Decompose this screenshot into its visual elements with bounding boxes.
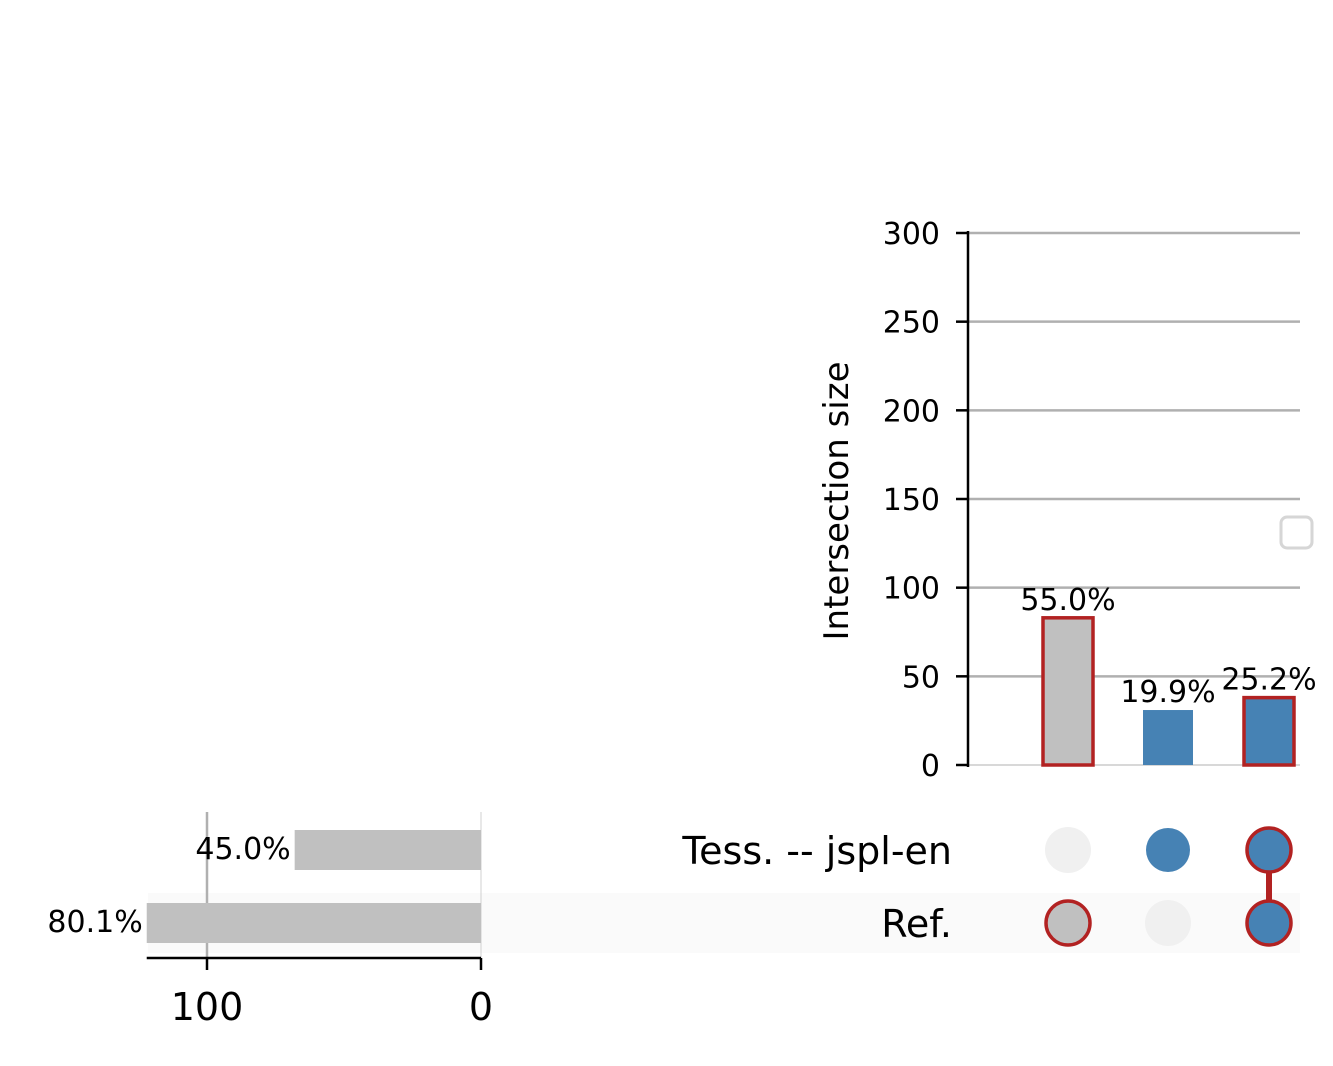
x-tick-label: 100 xyxy=(171,985,244,1029)
intersection-bar xyxy=(1041,616,1095,767)
intersection-bar-labels: 55.0% 19.9% 25.2% xyxy=(1020,583,1316,710)
intersection-bar-label: 55.0% xyxy=(1020,583,1115,618)
matrix-dot-active xyxy=(1146,828,1190,872)
y-tick-label: 300 xyxy=(883,217,940,252)
intersection-bar xyxy=(1242,695,1296,767)
matrix-dots xyxy=(1044,826,1293,947)
y-tick-label: 200 xyxy=(883,394,940,429)
matrix-dot-active xyxy=(1044,899,1092,947)
set-size-bars xyxy=(146,830,481,943)
y-axis-title: Intersection size xyxy=(817,362,857,641)
intersection-bars xyxy=(1041,616,1296,767)
y-tick-label: 50 xyxy=(902,660,940,695)
intersection-gridlines xyxy=(968,231,1300,766)
set-size-bar xyxy=(146,903,481,943)
legend xyxy=(1279,515,1314,550)
x-tick-label: 0 xyxy=(469,985,493,1029)
set-names: Tess. -- jspl-en Ref. xyxy=(681,829,952,946)
set-name: Tess. -- jspl-en xyxy=(681,829,952,873)
matrix-dot-active xyxy=(1245,899,1293,947)
matrix-dot-inactive xyxy=(1145,900,1191,946)
y-tick-label: 250 xyxy=(883,306,940,341)
set-size-labels: 45.0% 80.1% xyxy=(47,832,290,940)
set-name: Ref. xyxy=(881,902,952,946)
matrix-dot-inactive xyxy=(1045,827,1091,873)
y-tick-label: 150 xyxy=(883,483,940,518)
intersection-bar-label: 25.2% xyxy=(1221,663,1316,698)
y-tick-label: 100 xyxy=(883,572,940,607)
set-size-label: 80.1% xyxy=(47,905,142,940)
matrix-dot-active xyxy=(1245,826,1293,874)
intersection-y-axis: 0 50 100 150 200 250 300 xyxy=(883,217,970,784)
y-tick-label: 0 xyxy=(921,749,940,784)
intersection-bar-label: 19.9% xyxy=(1120,675,1215,710)
set-size-bar xyxy=(294,830,481,870)
intersection-bar xyxy=(1143,710,1193,765)
set-size-x-axis: 100 0 xyxy=(146,956,493,1029)
set-size-label: 45.0% xyxy=(195,832,290,867)
